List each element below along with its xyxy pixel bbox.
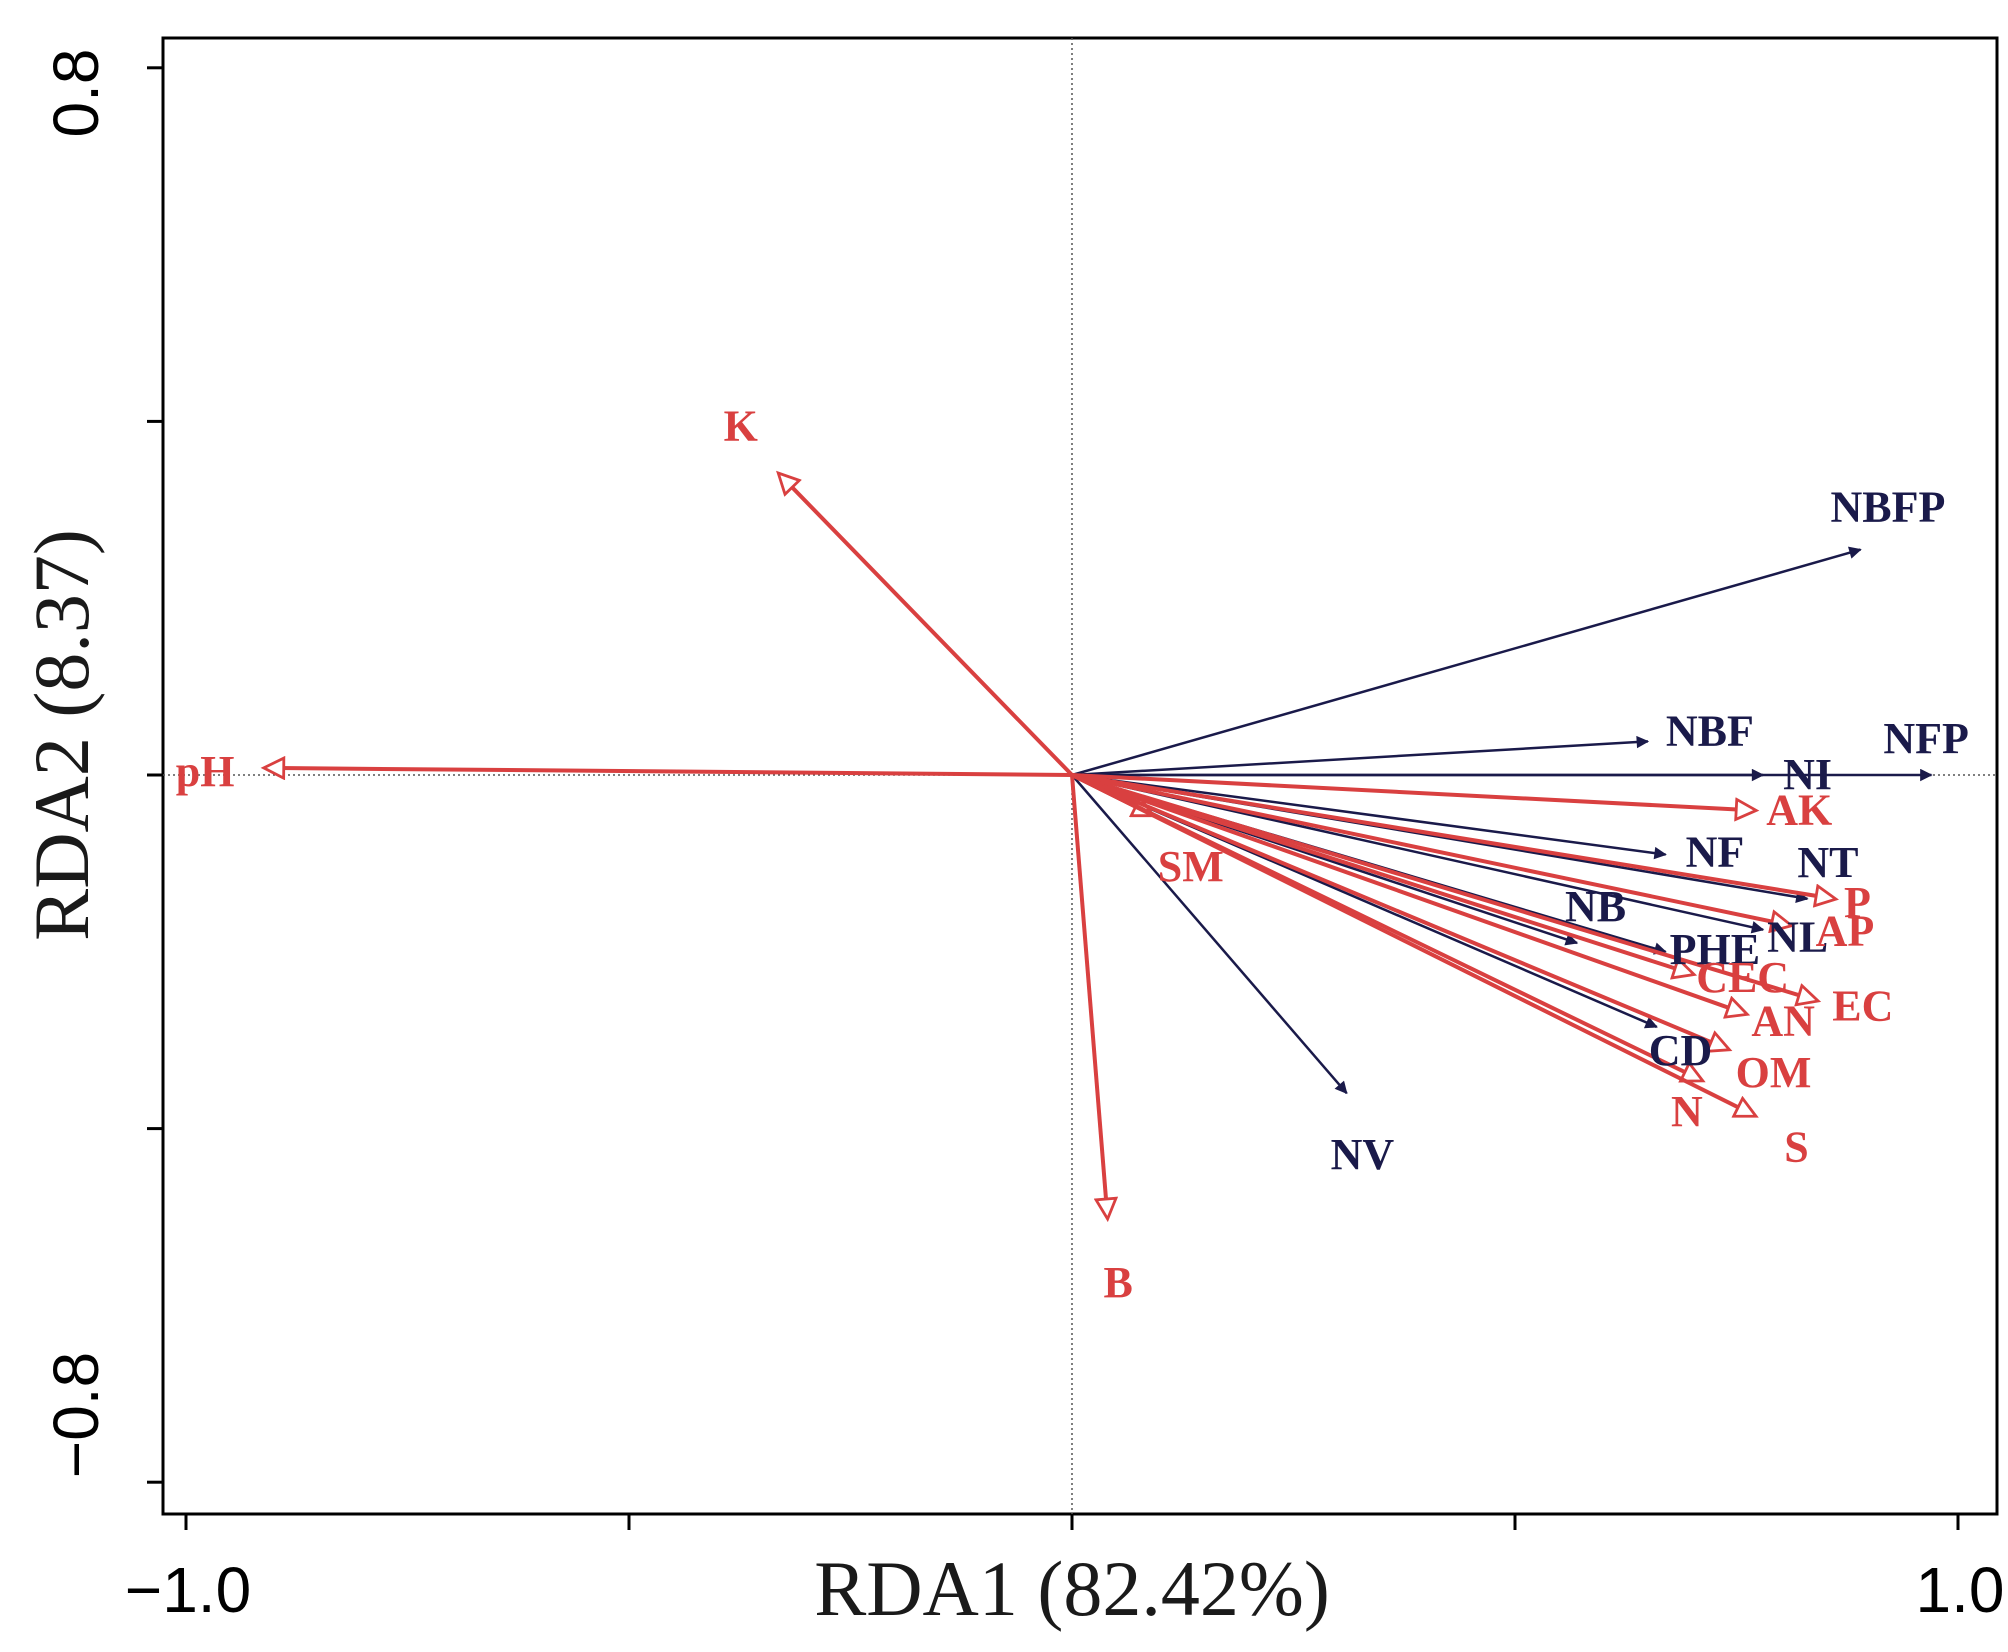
vector-nf xyxy=(1071,773,1667,860)
vector-nbfp xyxy=(1071,546,1862,777)
vector-ph xyxy=(266,768,1073,775)
x-tick-label-min: −1.0 xyxy=(125,1554,251,1626)
vector-b xyxy=(1070,774,1107,1217)
y-tick-label-min: −0.8 xyxy=(40,1352,112,1478)
vector-label-cd: CD xyxy=(1649,1026,1713,1075)
vector-label-nl: NL xyxy=(1767,913,1828,962)
vector-label-nfp: NFP xyxy=(1883,714,1969,763)
vector-label-om: OM xyxy=(1736,1048,1812,1097)
vector-ak xyxy=(1071,773,1754,810)
vector-label-phe: PHE xyxy=(1670,925,1760,974)
vector-label-nt: NT xyxy=(1797,838,1858,887)
vector-k xyxy=(780,474,1074,777)
vector-p xyxy=(1071,773,1834,899)
y-axis-title: RDA2 (8.37) xyxy=(18,529,105,941)
vector-label-n: N xyxy=(1671,1087,1703,1136)
vector-label-ap: AP xyxy=(1816,906,1875,955)
vector-label-cec: CEC xyxy=(1696,953,1789,1002)
vector-ec xyxy=(1071,773,1816,1000)
vector-label-an: AN xyxy=(1751,997,1815,1046)
vector-label-ph: pH xyxy=(176,747,235,796)
vector-nv xyxy=(1071,774,1348,1095)
vector-label-nf: NF xyxy=(1686,828,1745,877)
vector-label-ec: EC xyxy=(1832,981,1893,1030)
vector-label-nb: NB xyxy=(1565,882,1626,931)
vector-label-p: P xyxy=(1844,878,1871,927)
vector-nbf xyxy=(1071,735,1650,777)
vector-s xyxy=(1071,773,1754,1115)
y-tick-label-max: 0.8 xyxy=(40,49,112,138)
x-axis-title: RDA1 (82.42%) xyxy=(814,1545,1330,1632)
x-axis-ticks xyxy=(184,1514,1960,1530)
vector-label-k: K xyxy=(724,401,758,450)
vector-label-ak: AK xyxy=(1766,785,1832,834)
vector-label-b: B xyxy=(1103,1258,1132,1307)
vector-label-nbfp: NBFP xyxy=(1831,483,1946,532)
vector-ap xyxy=(1071,773,1790,925)
vector-label-s: S xyxy=(1784,1122,1808,1171)
vector-label-ni: NI xyxy=(1783,750,1832,799)
vector-label-sm: SM xyxy=(1158,842,1224,891)
vector-an xyxy=(1071,773,1745,1014)
vector-om xyxy=(1071,773,1728,1049)
vector-label-nv: NV xyxy=(1331,1130,1395,1179)
x-tick-label-max: 1.0 xyxy=(1916,1554,2005,1626)
vector-label-nbf: NBF xyxy=(1666,706,1754,755)
y-axis-ticks xyxy=(147,66,163,1484)
